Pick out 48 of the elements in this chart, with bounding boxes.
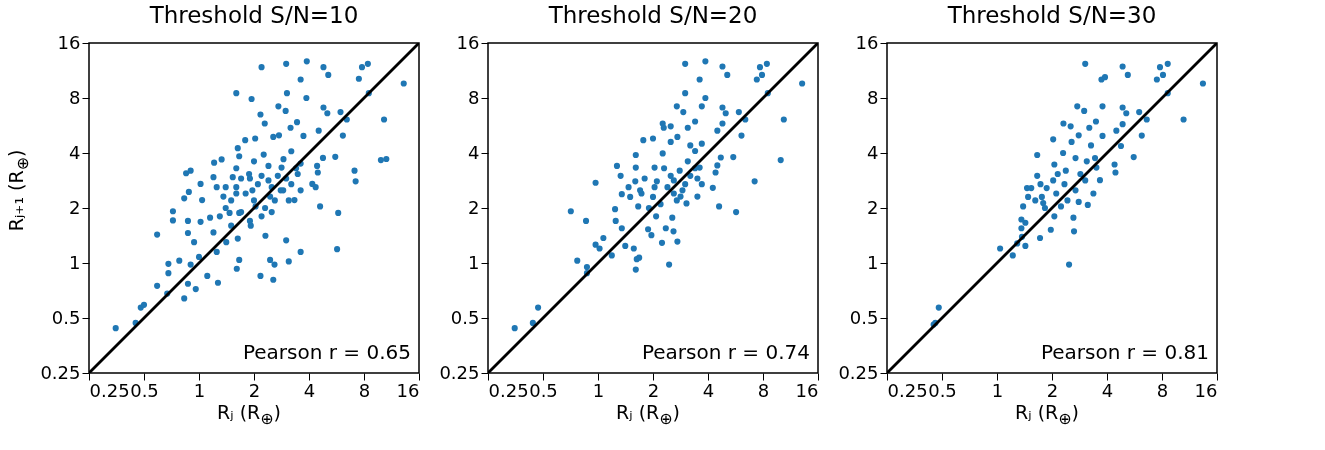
x-tick-label: 0.25 (488, 379, 529, 401)
y-tick-label: 8 (867, 86, 879, 108)
x-tick-label: 1 (592, 379, 605, 401)
y-tick-label: 4 (69, 141, 81, 163)
y-tick-label: 8 (69, 86, 81, 108)
x-tick-label: 0.5 (529, 379, 558, 401)
y-tick-label: 1 (468, 251, 480, 273)
x-tick-label: 16 (795, 379, 819, 401)
x-tick-label: 8 (358, 379, 371, 401)
x-tick-label: 0.5 (928, 379, 957, 401)
x-tick-label: 1 (193, 379, 206, 401)
y-tick-label: 16 (855, 31, 879, 53)
annotation: Pearson r = 0.65 (242, 340, 411, 364)
y-tick-label: 16 (57, 31, 81, 53)
x-tick-label: 8 (757, 379, 770, 401)
y-tick-label: 8 (468, 86, 480, 108)
y-tick-label: 0.25 (439, 361, 480, 383)
x-tick-label: 0.25 (89, 379, 130, 401)
y-tick-label: 2 (867, 196, 879, 218)
y-tick-label: 0.5 (849, 306, 879, 328)
annotation: Pearson r = 0.81 (1040, 340, 1209, 364)
y-tick-label: 0.25 (838, 361, 879, 383)
y-tick-label: 0.25 (40, 361, 81, 383)
y-tick-label: 4 (468, 141, 480, 163)
x-tick-label: 2 (1046, 379, 1059, 401)
y-tick-label: 0.5 (450, 306, 480, 328)
x-tick-label: 0.5 (130, 379, 159, 401)
y-tick-label: 4 (867, 141, 879, 163)
y-tick-label: 16 (456, 31, 480, 53)
x-tick-label: 8 (1156, 379, 1169, 401)
annotation: Pearson r = 0.74 (641, 340, 810, 364)
chart-title: Threshold S/N=20 (547, 2, 758, 28)
x-tick-label: 0.25 (887, 379, 928, 401)
x-tick-label: 16 (396, 379, 420, 401)
x-tick-label: 4 (1101, 379, 1114, 401)
x-tick-label: 2 (248, 379, 261, 401)
x-tick-label: 4 (702, 379, 715, 401)
x-tick-label: 4 (303, 379, 316, 401)
x-tick-label: 16 (1194, 379, 1218, 401)
y-tick-label: 1 (69, 251, 81, 273)
chart-title: Threshold S/N=30 (946, 2, 1157, 28)
x-tick-label: 2 (647, 379, 660, 401)
chart-title: Threshold S/N=10 (148, 2, 359, 28)
y-tick-label: 2 (69, 196, 81, 218)
y-tick-label: 0.5 (51, 306, 81, 328)
y-tick-label: 2 (468, 196, 480, 218)
x-tick-label: 1 (991, 379, 1004, 401)
y-tick-label: 1 (867, 251, 879, 273)
